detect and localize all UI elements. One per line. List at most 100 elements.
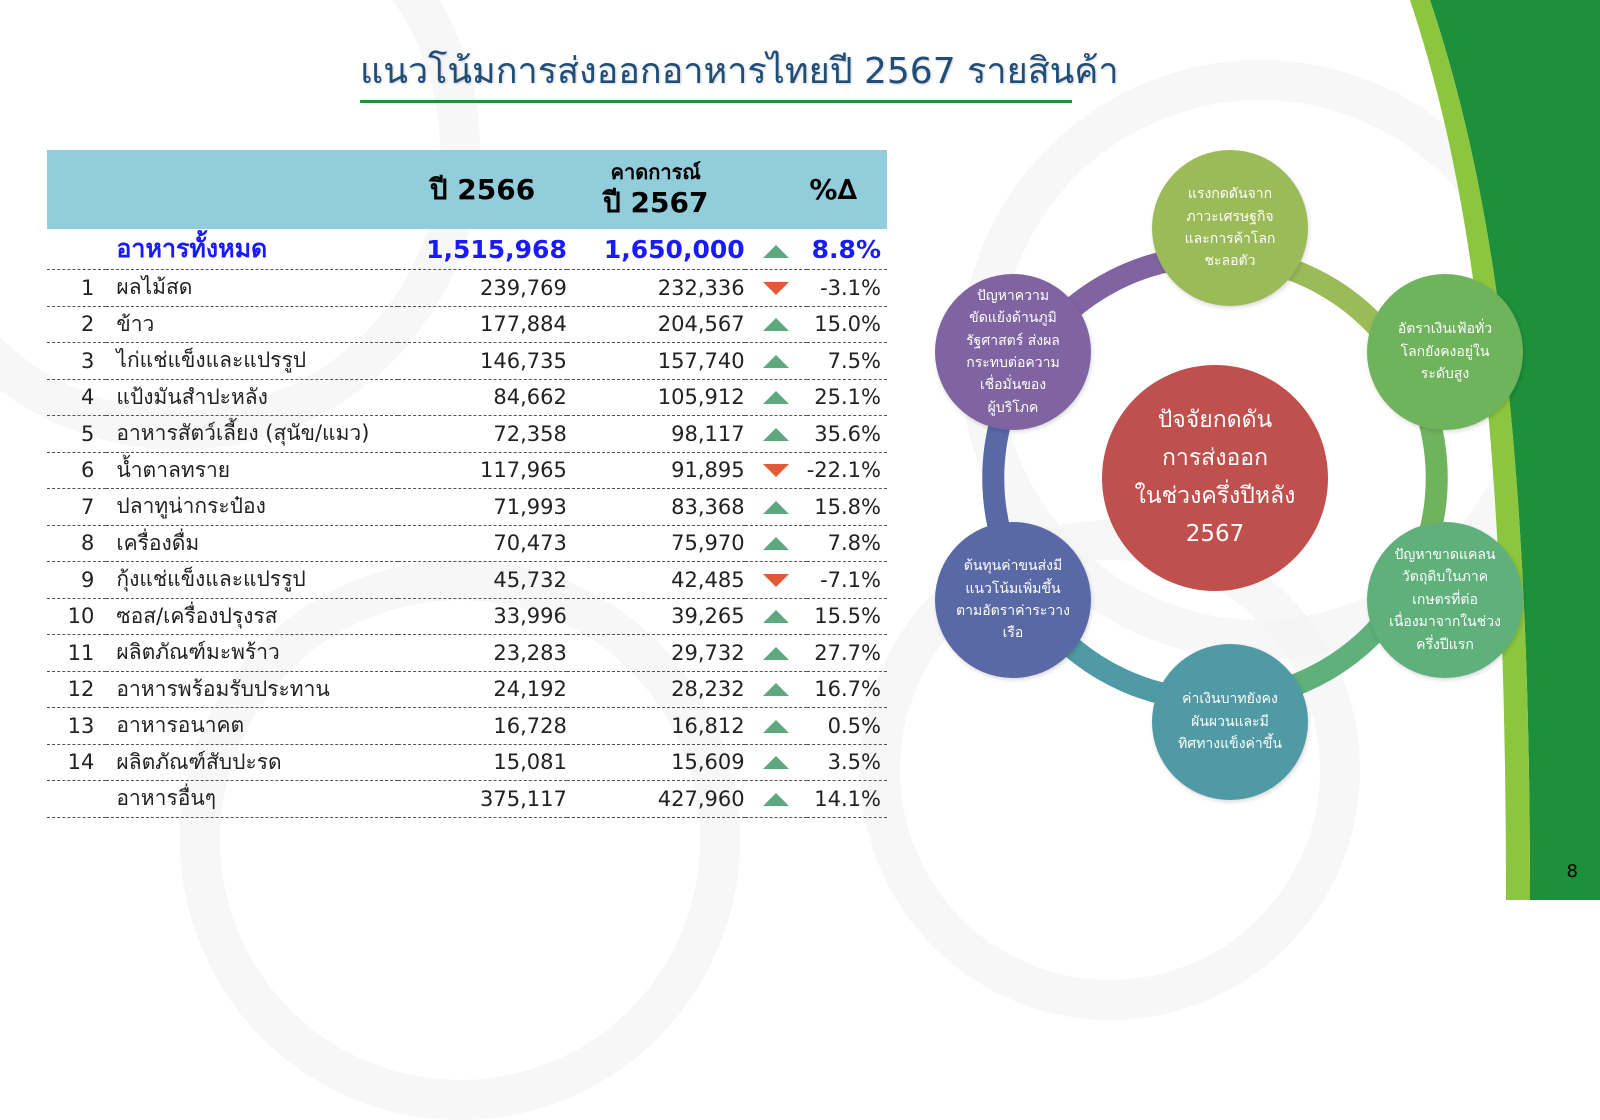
row-pct-change: 0.5% (806, 707, 887, 745)
total-num (47, 229, 107, 270)
circle-text-line: การส่งออก (1161, 445, 1268, 472)
row-value-2567: 204,567 (566, 306, 745, 343)
row-trend (744, 744, 807, 781)
factor-raw-material-shortage: ปัญหาขาดแคลน วัตถุดิบในภาค เกษตรที่ต่อ เนื่… (1367, 522, 1523, 678)
circle-text-line: เรือ (1002, 625, 1024, 642)
factor-geopolitics: ปัญหาความ ขัดแย้งด้านภูมิ รัฐศาสตร์ ส่งผลก… (935, 274, 1091, 430)
circle-text-line: และการค้าโลก (1184, 231, 1276, 247)
circle-text-line: เกษตรที่ต่อ (1412, 591, 1478, 608)
row-product-name: น้ำตาลทราย (106, 452, 399, 489)
trend-up-icon (762, 391, 789, 405)
row-value-2567: 91,895 (566, 452, 745, 489)
total-trend-icon (744, 229, 807, 270)
row-product-name: ไก่แช่แข็งและแปรรูป (106, 342, 399, 380)
row-number: 13 (47, 707, 107, 745)
trend-down-icon (762, 464, 789, 478)
row-trend (744, 342, 807, 380)
total-pct: 8.8% (806, 229, 887, 270)
circle-text-line: ค่าเงินบาทยังคง (1182, 691, 1278, 708)
header-pct-change: %∆ (744, 150, 887, 229)
row-value-2566: 117,965 (398, 452, 567, 489)
row-product-name: อาหารอื่นๆ (106, 780, 399, 818)
row-number: 10 (47, 598, 107, 635)
row-value-2566: 375,117 (398, 780, 567, 818)
circle-text-line: ชะลอตัว (1204, 253, 1256, 270)
row-trend (744, 598, 807, 635)
row-value-2566: 24,192 (398, 671, 567, 708)
row-pct-change: 15.8% (806, 488, 887, 526)
circle-text-line: ต้นทุนค่าขนส่งมี (963, 558, 1063, 575)
table-row: อาหารอื่นๆ 375,117 427,960 14.1% (47, 780, 887, 818)
trend-up-icon (762, 610, 789, 624)
circle-text-line: ในช่วงครึ่งปีหลัง (1134, 483, 1296, 509)
row-pct-change: 14.1% (806, 780, 887, 818)
circle-text-line: ผันผวนและมี (1191, 713, 1269, 730)
row-trend (744, 525, 807, 562)
row-number: 5 (47, 415, 107, 453)
table-row: 12 อาหารพร้อมรับประทาน 24,192 28,232 16.7% (47, 671, 887, 708)
trend-up-icon (762, 792, 789, 806)
circle-text-line: ปัจจัยกดดัน (1157, 407, 1273, 434)
circle-text-line: ผู้บริโภค (987, 399, 1039, 416)
table-row: 2 ข้าว 177,884 204,567 15.0% (47, 306, 887, 343)
row-trend (744, 269, 807, 307)
row-number: 3 (47, 342, 107, 380)
circle-text-line: เนื่องมาจากในช่วง (1389, 614, 1501, 631)
header-2567-bottom: ปี 2567 (603, 185, 709, 219)
trend-up-icon (762, 318, 789, 332)
circle-text-line: แรงกดดันจาก (1187, 186, 1273, 203)
circle-text-line: อัตราเงินเฟ้อทั่ว (1397, 321, 1493, 338)
row-number: 7 (47, 488, 107, 526)
row-value-2567: 28,232 (566, 671, 745, 708)
row-value-2567: 83,368 (566, 488, 745, 526)
table-row: 10 ซอส/เครื่องปรุงรส 33,996 39,265 15.5% (47, 598, 887, 635)
row-pct-change: 35.6% (806, 415, 887, 453)
table-row: 6 น้ำตาลทราย 117,965 91,895 -22.1% (47, 452, 887, 489)
row-product-name: กุ้งแช่แข็งและแปรรูป (106, 561, 399, 599)
trend-down-icon (762, 281, 789, 295)
row-trend (744, 452, 807, 489)
row-trend (744, 379, 807, 416)
total-v2566: 1,515,968 (398, 229, 567, 270)
circle-text-line: ภาวะเศรษฐกิจ (1186, 208, 1274, 225)
trend-up-icon (762, 244, 789, 258)
row-number: 9 (47, 561, 107, 599)
circle-text-line: ปัญหาขาดแคลน (1394, 547, 1496, 564)
factor-baht-volatility: ค่าเงินบาทยังคง ผันผวนและมี ทิศทางแข็งค่าข… (1152, 644, 1308, 800)
row-product-name: อาหารพร้อมรับประทาน (106, 671, 399, 708)
table-row: 11 ผลิตภัณฑ์มะพร้าว 23,283 29,732 27.7% (47, 634, 887, 672)
row-value-2566: 70,473 (398, 525, 567, 562)
trend-up-icon (762, 427, 789, 441)
row-value-2566: 23,283 (398, 634, 567, 672)
row-value-2567: 15,609 (566, 744, 745, 781)
row-number: 2 (47, 306, 107, 343)
row-pct-change: 27.7% (806, 634, 887, 672)
page-number: 8 (1566, 861, 1578, 882)
circle-text-line: ขัดแย้งด้านภูมิ (969, 310, 1057, 327)
table-header-row: ปี 2566 คาดการณ์ ปี 2567 %∆ (47, 150, 887, 229)
row-value-2566: 71,993 (398, 488, 567, 526)
row-pct-change: 15.5% (806, 598, 887, 635)
trend-up-icon (762, 354, 789, 368)
row-value-2566: 45,732 (398, 561, 567, 599)
row-product-name: อาหารสัตว์เลี้ยง (สุนัข/แมว) (106, 415, 399, 453)
row-value-2567: 75,970 (566, 525, 745, 562)
row-value-2566: 84,662 (398, 379, 567, 416)
row-trend (744, 707, 807, 745)
row-product-name: เครื่องดื่ม (106, 525, 399, 562)
row-product-name: ผลิตภัณฑ์สับปะรด (106, 744, 399, 781)
export-table: ปี 2566 คาดการณ์ ปี 2567 %∆ อาหารทั้งหมด… (47, 150, 887, 818)
row-trend (744, 306, 807, 343)
circle-text-line: แนวโน้มเพิ่มขึ้น (965, 580, 1061, 597)
title-underline (360, 100, 1072, 103)
row-pct-change: 25.1% (806, 379, 887, 416)
row-pct-change: -3.1% (806, 269, 887, 307)
trend-up-icon (762, 683, 789, 697)
header-2567: คาดการณ์ ปี 2567 (566, 150, 745, 229)
row-value-2566: 146,735 (398, 342, 567, 380)
row-value-2566: 239,769 (398, 269, 567, 307)
row-value-2566: 16,728 (398, 707, 567, 745)
trend-up-icon (762, 500, 789, 514)
total-name: อาหารทั้งหมด (106, 229, 399, 270)
circle-text-line: เชื่อมั่นของ (979, 377, 1047, 394)
